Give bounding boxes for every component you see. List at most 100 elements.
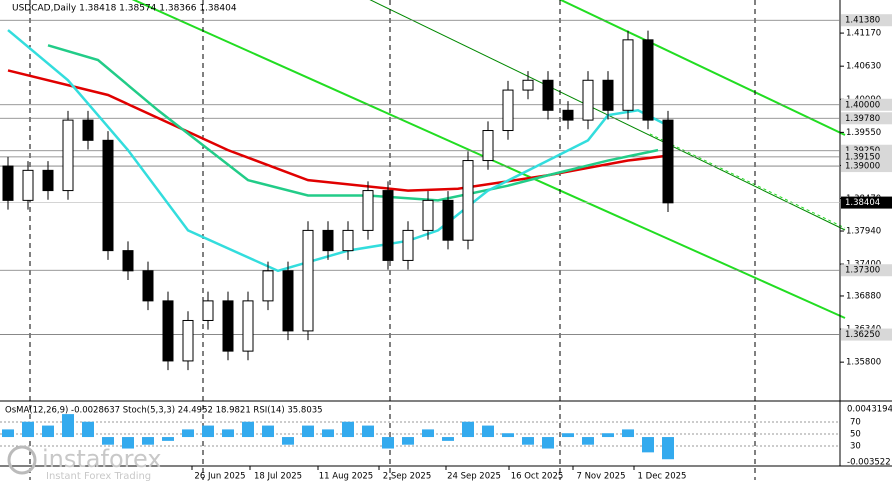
candle-body — [622, 39, 634, 111]
osma-bar — [522, 437, 534, 445]
osma-bar — [262, 425, 274, 438]
osma-bar — [162, 437, 174, 441]
osma-bar — [282, 437, 294, 445]
candle-body — [522, 79, 534, 91]
osma-bar — [582, 437, 594, 445]
candle-body — [22, 169, 34, 201]
x-tick-label: 16 Oct 2025 — [511, 472, 564, 482]
y-tick-label: 1.35800 — [846, 358, 881, 368]
level-label-bg — [841, 328, 892, 341]
level-label-bg — [841, 98, 892, 111]
osma-bar — [2, 429, 14, 438]
y-tick-label: 1.36880 — [846, 291, 881, 301]
candle-body — [2, 165, 14, 201]
osma-bar — [562, 433, 574, 438]
candle-body — [542, 79, 554, 111]
y-tick-label: 1.37940 — [846, 227, 881, 237]
candle-body — [422, 199, 434, 231]
logo-icon — [7, 445, 37, 475]
candle-body — [82, 119, 94, 141]
osma-bar — [662, 437, 674, 460]
osma-bar — [382, 437, 394, 449]
indicator-title: OsMA(12,26,9) -0.0028637 Stoch(5,3,3) 24… — [5, 406, 323, 416]
osma-bar — [42, 425, 54, 438]
osma-bar — [422, 429, 434, 438]
osma-bar — [22, 421, 34, 438]
y-tick-label: 1.39550 — [846, 128, 881, 138]
period-separators — [29, 0, 756, 480]
osma-bar — [462, 421, 474, 438]
candle-body — [282, 270, 294, 332]
candle-body — [182, 319, 194, 362]
candle-body — [462, 160, 474, 241]
candle-body — [402, 229, 414, 261]
logo-tagline: Instant Forex Trading — [46, 471, 151, 482]
logo-brand: instaforex — [42, 445, 162, 473]
candle-body — [302, 229, 314, 332]
candle-body — [482, 130, 494, 162]
y-tick-label: 1.41170 — [846, 29, 881, 39]
osma-bar — [542, 437, 554, 449]
watermark: instaforex Instant Forex Trading — [7, 445, 162, 482]
x-tick-label: 1 Dec 2025 — [638, 472, 687, 482]
last-price-bg — [841, 196, 892, 209]
candle-body — [122, 250, 134, 272]
x-tick-label: 7 Nov 2025 — [576, 472, 625, 482]
stoch-level-label: 50 — [850, 430, 861, 440]
candle-body — [322, 229, 334, 252]
candle-body — [102, 139, 114, 252]
osma-bar — [302, 425, 314, 438]
level-label: 1.36250 — [845, 330, 880, 340]
level-label: 1.40000 — [845, 100, 880, 110]
osma-bar — [362, 425, 374, 438]
candle-body — [262, 270, 274, 302]
osma-bar — [342, 421, 354, 438]
level-label-bg — [841, 264, 892, 277]
y-tick-label: 1.40630 — [846, 62, 881, 72]
candle-body — [42, 169, 54, 192]
candle-body — [162, 300, 174, 362]
indicator-tick-label: 0.0043194 — [847, 405, 892, 415]
trend-line — [369, 0, 846, 231]
candle-body — [562, 109, 574, 121]
osma-bar — [402, 437, 414, 445]
level-label: 1.37300 — [845, 266, 880, 276]
candle-body — [342, 229, 354, 252]
osma-bar — [482, 425, 494, 438]
level-label: 1.41380 — [845, 16, 880, 26]
level-label-bg — [841, 14, 892, 27]
trend-line — [131, 0, 846, 319]
osma-bar — [202, 425, 214, 438]
stoch-level-label: 70 — [850, 418, 861, 428]
osma-bar — [62, 414, 74, 438]
trend-line — [558, 0, 846, 136]
candle-body — [362, 190, 374, 231]
candle-body — [442, 199, 454, 241]
candle-body — [502, 89, 514, 132]
osma-bar — [502, 433, 514, 438]
candle-body — [142, 270, 154, 302]
osma-bar — [222, 429, 234, 438]
osma-bar — [242, 421, 254, 438]
trend-lines — [131, 0, 846, 319]
osma-bar — [142, 437, 154, 445]
moving-average — [7, 29, 669, 273]
candle-body — [582, 79, 594, 121]
x-tick-label: 2 Sep 2025 — [383, 472, 431, 482]
level-label: 1.39780 — [845, 114, 880, 124]
chart-title: USDCAD,Daily 1.38418 1.38574 1.38366 1.3… — [12, 4, 237, 14]
osma-bar — [642, 437, 654, 453]
candle-body — [662, 119, 674, 204]
osma-bar — [122, 437, 134, 449]
level-label: 1.39000 — [845, 162, 880, 172]
candle-body — [62, 119, 74, 192]
level-label-bg — [841, 150, 892, 163]
candle-body — [222, 300, 234, 352]
moving-average — [7, 69, 669, 192]
candle-body — [642, 39, 654, 121]
osma-bar — [82, 421, 94, 438]
osma-bar — [442, 437, 454, 441]
